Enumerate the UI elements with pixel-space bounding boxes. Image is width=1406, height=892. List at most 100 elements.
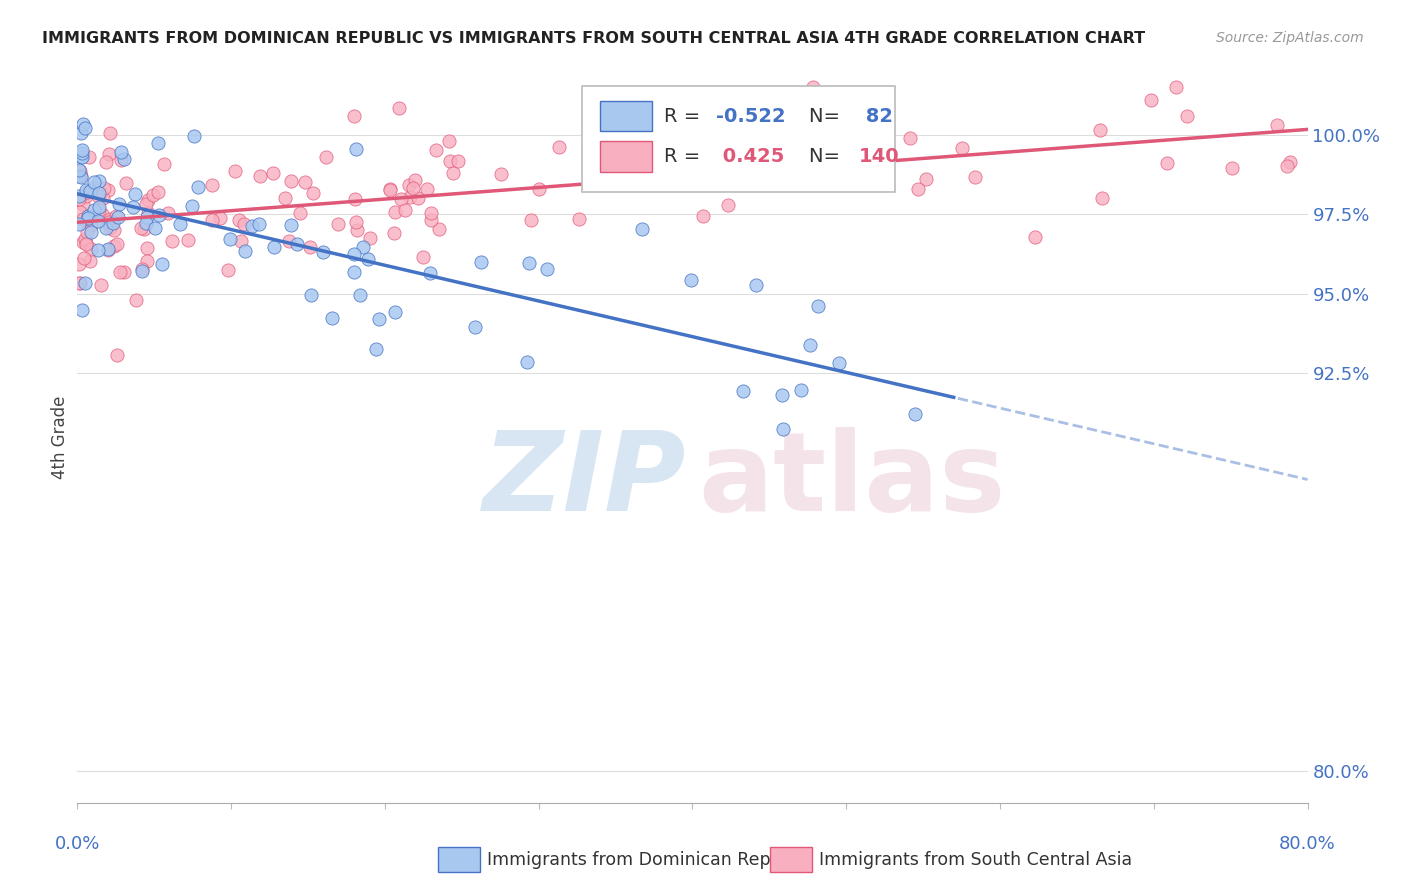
Point bbox=[98, 126, 121, 140]
Point bbox=[536, 261, 558, 276]
Point bbox=[67, 169, 90, 184]
Point bbox=[72, 117, 94, 131]
Point bbox=[107, 210, 129, 224]
Point bbox=[394, 203, 416, 218]
Point bbox=[659, 169, 682, 184]
Point bbox=[94, 155, 117, 169]
Point bbox=[294, 174, 316, 188]
Point bbox=[357, 252, 380, 266]
Point bbox=[1164, 80, 1187, 95]
FancyBboxPatch shape bbox=[437, 847, 479, 872]
Point bbox=[124, 187, 146, 202]
Point bbox=[105, 348, 128, 362]
FancyBboxPatch shape bbox=[600, 141, 652, 171]
Point bbox=[425, 144, 447, 158]
Point bbox=[79, 184, 101, 198]
Point bbox=[321, 310, 343, 325]
Point bbox=[76, 211, 98, 225]
Point bbox=[1156, 156, 1178, 170]
Point bbox=[136, 241, 159, 255]
Point bbox=[100, 214, 122, 228]
Point bbox=[419, 266, 441, 280]
Text: R =: R = bbox=[664, 147, 707, 167]
Point bbox=[817, 145, 839, 159]
Text: N=: N= bbox=[810, 147, 846, 167]
Point bbox=[131, 263, 153, 277]
Point bbox=[80, 242, 103, 256]
Point bbox=[387, 101, 409, 115]
Point bbox=[240, 219, 263, 233]
Point bbox=[228, 212, 250, 227]
FancyBboxPatch shape bbox=[600, 101, 652, 131]
Point bbox=[665, 166, 688, 180]
Point bbox=[772, 422, 794, 436]
Point bbox=[142, 188, 165, 202]
Point bbox=[368, 311, 391, 326]
Text: Immigrants from South Central Asia: Immigrants from South Central Asia bbox=[820, 851, 1132, 869]
Point bbox=[447, 154, 470, 169]
Point bbox=[519, 213, 541, 227]
Point bbox=[108, 265, 131, 279]
Point bbox=[342, 265, 364, 279]
Point bbox=[801, 80, 824, 95]
Point bbox=[229, 234, 252, 248]
Point bbox=[112, 265, 135, 279]
Point bbox=[105, 237, 128, 252]
Point bbox=[1220, 161, 1243, 175]
Point bbox=[352, 240, 374, 254]
Point bbox=[950, 141, 973, 155]
Point bbox=[93, 181, 115, 195]
Point bbox=[79, 254, 101, 268]
Point bbox=[97, 242, 120, 256]
Text: IMMIGRANTS FROM DOMINICAN REPUBLIC VS IMMIGRANTS FROM SOUTH CENTRAL ASIA 4TH GRA: IMMIGRANTS FROM DOMINICAN REPUBLIC VS IM… bbox=[42, 31, 1146, 46]
Point bbox=[1265, 119, 1288, 133]
Point bbox=[67, 217, 90, 231]
Point bbox=[709, 138, 731, 153]
Point bbox=[91, 191, 114, 205]
Point bbox=[69, 276, 91, 290]
Point bbox=[224, 164, 246, 178]
Text: -0.522: -0.522 bbox=[716, 107, 786, 126]
Point bbox=[82, 180, 104, 194]
Text: Source: ZipAtlas.com: Source: ZipAtlas.com bbox=[1216, 31, 1364, 45]
Point bbox=[135, 216, 157, 230]
FancyBboxPatch shape bbox=[770, 847, 811, 872]
Point bbox=[301, 186, 323, 200]
Point bbox=[143, 221, 166, 235]
Point bbox=[898, 131, 921, 145]
Point bbox=[349, 288, 371, 302]
Point bbox=[419, 206, 441, 220]
Point bbox=[75, 232, 97, 246]
Point bbox=[464, 320, 486, 334]
Point bbox=[427, 222, 450, 236]
Point bbox=[157, 206, 180, 220]
Point bbox=[136, 253, 159, 268]
Point bbox=[70, 150, 93, 164]
Text: Immigrants from Dominican Republic: Immigrants from Dominican Republic bbox=[486, 851, 813, 869]
Point bbox=[89, 278, 111, 293]
Point bbox=[87, 213, 110, 227]
Point bbox=[233, 217, 256, 231]
Point bbox=[177, 233, 200, 247]
Point bbox=[97, 244, 120, 258]
Point bbox=[67, 277, 90, 291]
Point bbox=[75, 189, 97, 203]
Point bbox=[153, 157, 176, 171]
Point bbox=[412, 250, 434, 264]
Point bbox=[110, 145, 132, 159]
Point bbox=[70, 302, 93, 317]
Point bbox=[389, 192, 412, 206]
Point bbox=[288, 206, 311, 220]
Point bbox=[384, 305, 406, 319]
Point bbox=[76, 186, 98, 200]
Point bbox=[343, 192, 366, 206]
Point bbox=[146, 136, 169, 150]
Point bbox=[70, 126, 93, 140]
Point bbox=[103, 223, 125, 237]
Point bbox=[87, 189, 110, 203]
Point bbox=[384, 205, 406, 219]
Point bbox=[1091, 191, 1114, 205]
Point bbox=[160, 234, 183, 248]
Point bbox=[790, 383, 813, 397]
Point bbox=[98, 215, 121, 229]
